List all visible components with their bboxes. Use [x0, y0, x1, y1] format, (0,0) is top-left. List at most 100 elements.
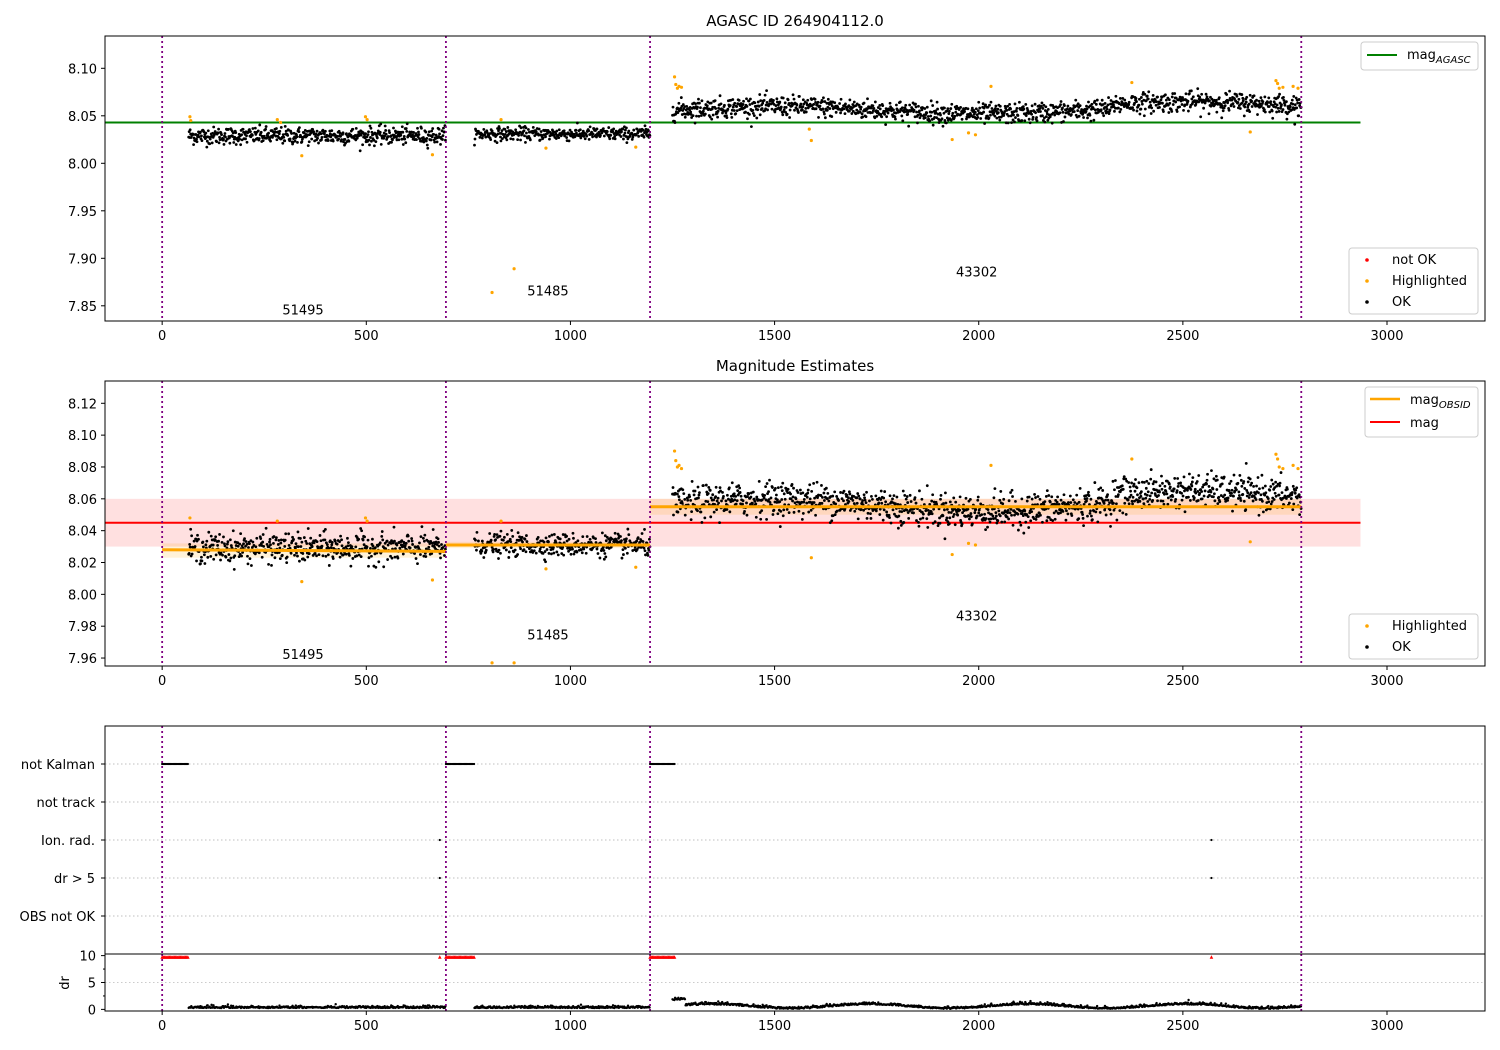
ok-point — [493, 532, 496, 536]
ok-point — [684, 112, 688, 116]
ok-point — [622, 137, 625, 141]
ok-point — [735, 105, 739, 108]
ok-point — [1212, 495, 1215, 499]
ok-point — [269, 139, 272, 143]
ok-point — [738, 486, 742, 490]
ok-point — [279, 125, 283, 129]
ok-point — [560, 552, 564, 555]
ok-point — [208, 137, 212, 141]
ok-point — [1248, 493, 1252, 497]
ok-point — [806, 98, 810, 102]
ok-point — [900, 114, 904, 118]
ok-point — [1229, 479, 1233, 483]
ok-point — [536, 535, 540, 539]
ok-point — [1051, 519, 1055, 522]
ok-point — [338, 555, 342, 559]
ok-point — [391, 138, 394, 142]
ok-point — [801, 105, 805, 109]
ok-point — [1123, 98, 1127, 102]
ok-point — [584, 551, 588, 555]
ok-point — [591, 135, 594, 139]
ok-point — [1044, 115, 1048, 119]
ok-point — [1183, 510, 1187, 514]
ok-point — [1150, 106, 1154, 110]
ok-point — [620, 556, 624, 560]
ok-point — [189, 527, 193, 531]
ok-point — [814, 513, 817, 517]
panel-agasc: AGASC ID 264904112.0 0 500 1000 1500 2000 250… — [68, 12, 1486, 344]
highlighted-point — [950, 137, 954, 142]
ok-point — [572, 552, 576, 556]
ok-point — [945, 516, 949, 520]
ok-point — [1174, 498, 1178, 501]
ok-point — [1036, 503, 1039, 506]
ok-point — [901, 119, 905, 123]
ok-point — [373, 546, 377, 550]
ok-point — [881, 518, 885, 522]
ok-point — [1085, 499, 1088, 503]
ok-point — [815, 480, 819, 484]
ok-point — [296, 140, 299, 144]
flag-category-label: not track — [36, 796, 95, 811]
ok-point — [1053, 517, 1057, 521]
ok-point — [483, 545, 487, 549]
ok-point — [199, 562, 202, 566]
ok-point — [1213, 499, 1217, 503]
ok-point — [1295, 106, 1299, 110]
ok-point — [951, 111, 955, 115]
ok-point — [307, 140, 311, 144]
ok-point — [1240, 484, 1244, 488]
ok-point — [746, 117, 749, 121]
ok-point — [754, 502, 758, 506]
ok-point — [893, 512, 896, 516]
ok-point — [1276, 106, 1280, 110]
ok-point — [715, 508, 719, 512]
ok-point — [1050, 495, 1054, 499]
ok-point — [752, 497, 756, 501]
ok-point — [925, 517, 929, 521]
ok-point — [283, 544, 287, 548]
ok-point — [831, 494, 835, 498]
ok-point — [519, 126, 523, 130]
ok-point — [1248, 93, 1252, 97]
ok-point — [930, 110, 934, 114]
ok-point — [701, 111, 705, 115]
ok-point — [994, 514, 998, 518]
ok-point — [189, 136, 193, 139]
ok-point — [1223, 104, 1227, 108]
ok-point — [388, 131, 391, 135]
ok-point — [424, 139, 428, 143]
ok-point — [993, 516, 997, 520]
ok-point — [510, 529, 514, 532]
ok-point — [378, 541, 382, 545]
ok-point — [1137, 103, 1141, 107]
ok-point — [247, 546, 250, 549]
ok-point — [949, 107, 953, 110]
ok-point — [1139, 96, 1143, 99]
ok-point — [726, 107, 730, 111]
ok-point — [574, 128, 578, 132]
ok-point — [528, 138, 532, 142]
ok-point — [1006, 121, 1010, 125]
highlighted-point — [1274, 452, 1278, 456]
ok-point — [1280, 491, 1284, 495]
ok-point — [921, 512, 925, 516]
ok-point — [627, 533, 631, 537]
ok-point — [1069, 501, 1073, 504]
ok-point — [1254, 492, 1257, 496]
ok-point — [499, 529, 503, 533]
ok-point — [1152, 109, 1156, 113]
ok-point — [498, 534, 502, 538]
ok-point — [852, 502, 856, 505]
ok-point — [248, 128, 251, 131]
ok-point — [765, 89, 768, 92]
ok-point — [814, 101, 817, 104]
ok-point — [1226, 101, 1230, 105]
ok-point — [966, 107, 970, 111]
ok-point — [1014, 500, 1017, 503]
y-tick-label: 7.98 — [68, 620, 97, 635]
ok-point — [200, 134, 203, 138]
ok-point — [892, 108, 895, 112]
legend-mag-agasc-sub: AGASC — [1435, 55, 1471, 66]
y-tick-label: 8.05 — [68, 110, 97, 125]
